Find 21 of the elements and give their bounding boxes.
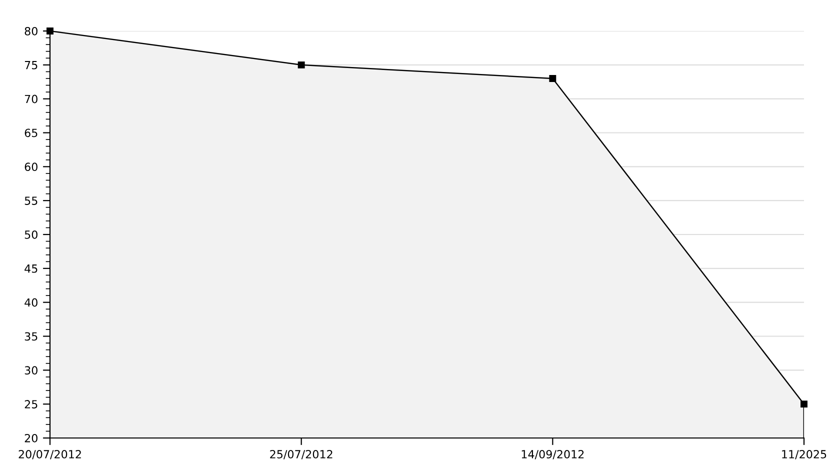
y-tick-label: 45 [24,264,38,273]
y-tick-label: 40 [24,298,38,307]
x-tick-label: 14/09/2012 [522,450,584,460]
y-tick-label: 55 [24,196,38,205]
y-tick-label: 25 [24,400,38,408]
point [549,75,556,82]
y-tick-label: 65 [24,128,38,138]
y-tick-label: 30 [24,366,38,375]
y-tick-label: 50 [24,230,38,239]
y-tick-label: 60 [24,162,38,172]
y-tick-label: 80 [24,26,38,36]
point [46,28,54,34]
x-tick-label: 11/2025 [782,450,826,460]
x-tick-label: 20/07/2012 [18,450,81,460]
point [800,400,808,408]
y-tick-label: 70 [24,94,38,104]
y-tick-label: 35 [24,332,38,341]
point [298,61,305,68]
y-tick-label: 75 [24,61,38,70]
x-tick-label: 25/07/2012 [270,450,332,460]
y-tick-label: 20 [24,434,38,442]
